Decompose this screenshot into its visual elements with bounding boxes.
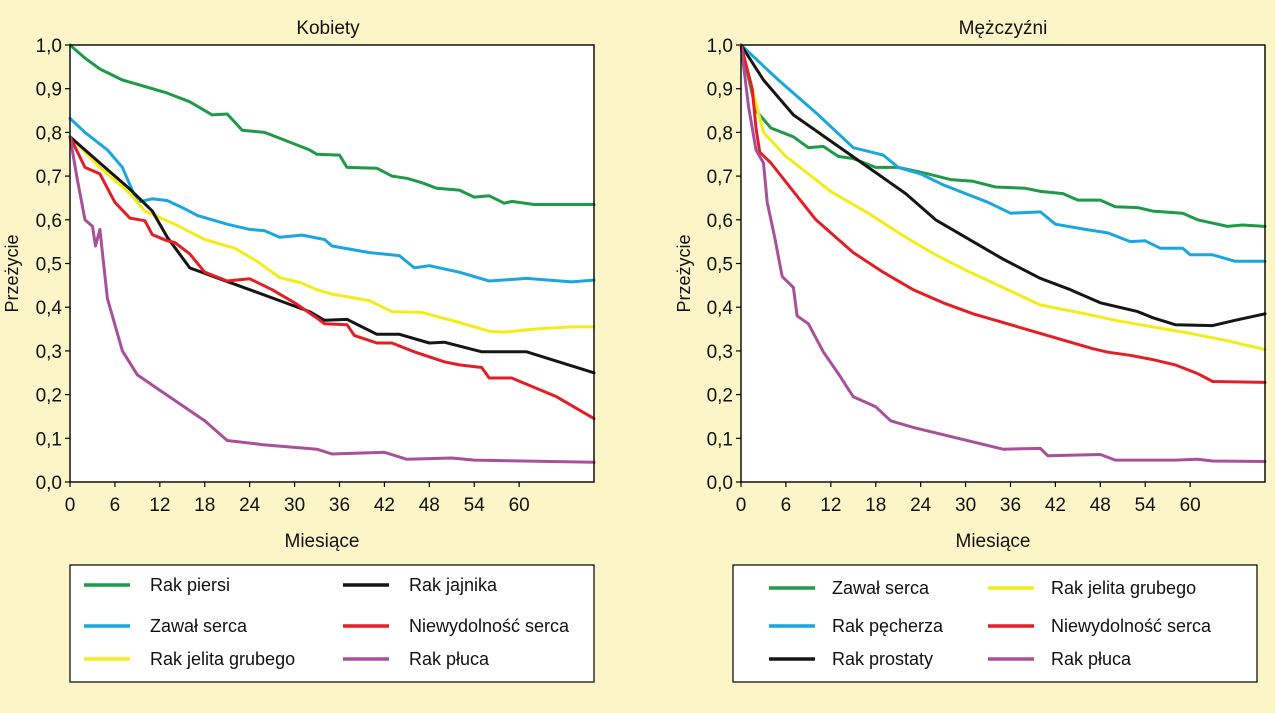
y-tick-label: 0,0 (707, 473, 733, 494)
x-axis-label: Miesiące (285, 531, 360, 552)
x-tick-label: 12 (820, 495, 841, 516)
legend-label-1: Rak pęcherza (832, 616, 944, 636)
x-tick-label: 54 (1135, 495, 1157, 516)
legend-box (732, 564, 1258, 683)
x-tick-label: 42 (1045, 495, 1066, 516)
y-axis-label: Przeżycie (2, 234, 22, 312)
x-tick-label: 24 (239, 495, 261, 516)
legend-label-0: Rak piersi (150, 575, 230, 595)
y-tick-label: 0,1 (707, 429, 733, 450)
y-tick-label: 1,0 (36, 36, 62, 57)
plot-area (70, 45, 594, 482)
legend-label-4: Niewydolność serca (409, 616, 570, 636)
x-tick-label: 36 (329, 495, 350, 516)
x-tick-label: 60 (509, 495, 530, 516)
series-line-4 (739, 43, 1267, 384)
y-tick-label: 0,6 (36, 211, 62, 232)
legend-label-2: Rak jelita grubego (150, 649, 295, 669)
series-line-0 (68, 43, 596, 206)
x-tick-label: 60 (1180, 495, 1201, 516)
y-tick-label: 0,9 (707, 80, 733, 101)
y-tick-label: 0,9 (36, 80, 62, 101)
x-tick-label: 18 (865, 495, 886, 516)
legend-label-5: Rak płuca (409, 649, 490, 669)
series-line-2 (739, 43, 1267, 328)
legend-label-3: Rak jelita grubego (1051, 578, 1196, 598)
y-tick-label: 0,8 (36, 123, 62, 144)
x-tick-label: 54 (464, 495, 486, 516)
x-tick-label: 48 (1090, 495, 1111, 516)
x-tick-label: 0 (736, 495, 747, 516)
legend-label-5: Rak płuca (1051, 649, 1132, 669)
legend-label-0: Zawał serca (832, 578, 930, 598)
legend-box (69, 564, 595, 683)
plot-frame (740, 44, 1266, 483)
legend-label-3: Rak jajnika (409, 575, 498, 595)
chart-title: Mężczyźni (959, 18, 1048, 39)
x-tick-label: 36 (1000, 495, 1021, 516)
x-axis-label: Miesiące (956, 531, 1031, 552)
x-tick-label: 6 (110, 495, 121, 516)
x-tick-label: 12 (149, 495, 170, 516)
chart-mezczyzni: Mężczyźni 0,0 0,1 0,2 0,3 0,4 0,5 0,6 0,7 0,8 0,9 1… (674, 18, 1267, 683)
plot-frame (69, 44, 595, 483)
y-tick-label: 0,6 (707, 211, 733, 232)
y-tick-label: 0,8 (707, 123, 733, 144)
plot-area (741, 45, 1265, 482)
y-tick-label: 0,5 (36, 255, 62, 276)
y-tick-label: 0,4 (36, 298, 63, 319)
y-tick-label: 0,1 (36, 429, 62, 450)
legend-label-1: Zawał serca (150, 616, 248, 636)
y-tick-label: 0,3 (707, 342, 733, 363)
x-tick-label: 24 (910, 495, 932, 516)
x-tick-label: 0 (65, 495, 76, 516)
series-line-1 (739, 43, 1267, 263)
x-tick-label: 18 (194, 495, 215, 516)
series-line-5 (68, 135, 596, 464)
y-tick-label: 0,2 (707, 386, 733, 407)
chart-kobiety: Kobiety 0,0 0,1 0,2 0,3 0,4 0,5 0,6 0,7 0,8 0,9 1,0… (2, 18, 596, 683)
series-line-4 (68, 135, 596, 421)
y-tick-label: 1,0 (707, 36, 733, 57)
series-line-0 (739, 43, 1267, 228)
x-tick-label: 30 (284, 495, 305, 516)
x-tick-label: 6 (781, 495, 792, 516)
x-tick-label: 42 (374, 495, 395, 516)
x-tick-label: 48 (419, 495, 440, 516)
legend-label-4: Niewydolność serca (1051, 616, 1212, 636)
y-tick-label: 0,7 (707, 167, 733, 188)
y-axis-label: Przeżycie (674, 234, 694, 312)
x-tick-label: 30 (955, 495, 976, 516)
y-tick-label: 0,3 (36, 342, 62, 363)
y-tick-label: 0,2 (36, 386, 62, 407)
y-tick-label: 0,5 (707, 255, 733, 276)
series-line-5 (739, 43, 1267, 463)
series-line-3 (739, 43, 1267, 352)
legend-label-2: Rak prostaty (832, 649, 933, 669)
chart-title: Kobiety (296, 18, 360, 39)
y-tick-label: 0,0 (36, 473, 62, 494)
y-tick-label: 0,7 (36, 167, 62, 188)
y-tick-label: 0,4 (707, 298, 734, 319)
